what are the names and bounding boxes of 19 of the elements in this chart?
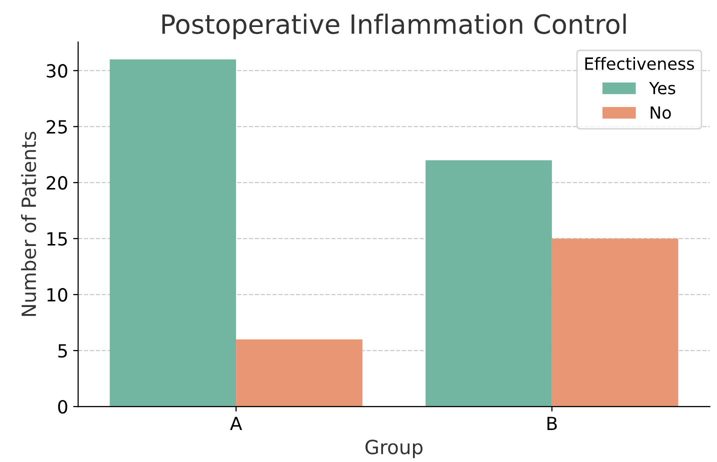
bar xyxy=(426,160,552,407)
x-tick-label: A xyxy=(230,416,242,430)
bar xyxy=(110,59,236,407)
y-tick-label: 20 xyxy=(46,176,68,190)
y-tick-label: 10 xyxy=(47,288,68,302)
bar xyxy=(552,238,678,407)
bar xyxy=(236,339,362,407)
chart-title: Postoperative Inflammation Control xyxy=(162,14,626,40)
legend-label: Yes xyxy=(649,82,676,94)
y-tick-label: 5 xyxy=(58,344,67,358)
y-tick-label: 15 xyxy=(47,232,67,246)
y-tick-label: 0 xyxy=(58,400,68,414)
y-tick-label: 30 xyxy=(46,64,68,78)
legend-label: No xyxy=(650,106,671,119)
legend-title: Effectiveness xyxy=(585,57,694,70)
x-tick-label: B xyxy=(547,416,557,430)
y-axis-title: Number of Patients xyxy=(21,132,36,316)
y-tick-label: 25 xyxy=(46,120,67,134)
x-axis-title: Group xyxy=(365,440,423,458)
